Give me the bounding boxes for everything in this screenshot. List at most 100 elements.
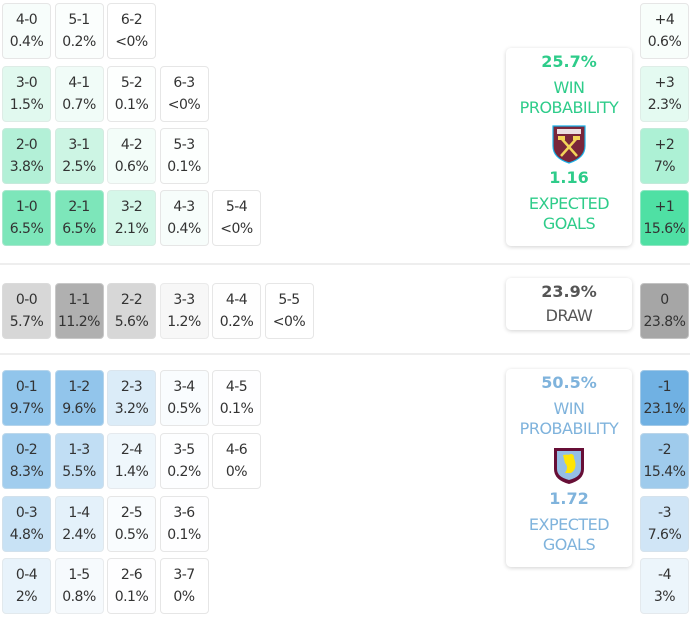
scoreline: 4-1	[68, 75, 90, 91]
draw-probability: 23.9%	[541, 282, 597, 301]
probability: 0.4%	[9, 34, 44, 50]
score-cell: 1-0 6.5%	[2, 190, 51, 246]
scoreline: 3-7	[173, 567, 195, 583]
scoreline: 6-2	[120, 12, 143, 28]
xg-label-line2: GOALS	[542, 214, 596, 233]
score-cell: 6-3 <0%	[159, 66, 209, 122]
scoreline: 0-4	[15, 567, 38, 583]
probability: 23.8%	[643, 314, 686, 330]
probability: <0%	[115, 34, 148, 50]
score-cell: 2-4 1.4%	[107, 433, 156, 489]
score-cell: 3-4 0.5%	[159, 370, 209, 426]
scoreline: 0	[660, 292, 669, 308]
divider-bottom	[0, 353, 690, 355]
score-cell: 0-2 8.3%	[2, 433, 51, 489]
score-cell: 2-6 0.1%	[107, 558, 156, 614]
scoreline: 2-1	[68, 199, 90, 215]
score-cell: 1-2 9.6%	[54, 370, 104, 426]
scoreline: 2-4	[120, 442, 143, 458]
probability: 0.1%	[219, 401, 254, 417]
scoreline: 3-4	[173, 379, 195, 395]
score-cell: 4-5 0.1%	[212, 370, 261, 426]
scoreline: 4-2	[120, 137, 143, 153]
scoreline: 0-0	[15, 292, 38, 308]
probability: 6.5%	[9, 221, 44, 237]
win-label-line1: WIN	[553, 399, 585, 418]
score-cell: 4-1 0.7%	[54, 66, 104, 122]
probability: 11.2%	[58, 314, 100, 330]
scoreline: -1	[658, 379, 671, 395]
xg-label-line2: GOALS	[542, 535, 596, 554]
away-win-probability: 50.5%	[541, 373, 597, 392]
score-cell: 3-3 1.2%	[159, 283, 209, 339]
score-cell: 3-6 0.1%	[159, 496, 209, 552]
divider-top	[0, 263, 690, 265]
score-cell: 3-2 2.1%	[107, 190, 156, 246]
scoreline: 0-3	[15, 505, 38, 521]
probability: 2%	[15, 589, 38, 605]
probability: 15.6%	[643, 221, 686, 237]
margin-cell: 0 23.8%	[640, 283, 689, 339]
scoreline: 5-2	[120, 75, 143, 91]
score-cell: 0-0 5.7%	[2, 283, 51, 339]
aston-villa-crest-icon	[551, 445, 587, 485]
scoreline: 2-3	[120, 379, 143, 395]
margin-cell: +3 2.3%	[640, 66, 689, 122]
probability: 0.1%	[167, 159, 201, 175]
probability: 9.6%	[62, 401, 96, 417]
probability: 5.6%	[114, 314, 149, 330]
score-cell: 2-0 3.8%	[2, 128, 51, 184]
probability: <0%	[167, 97, 201, 113]
score-cell: 4-3 0.4%	[159, 190, 209, 246]
scoreline: 6-3	[173, 75, 195, 91]
score-cell: 2-5 0.5%	[107, 496, 156, 552]
win-label-line2: PROBABILITY	[519, 419, 619, 438]
probability: 0.6%	[647, 34, 682, 50]
probability: <0%	[220, 221, 253, 237]
probability: 0.5%	[167, 401, 201, 417]
probability: 5.5%	[62, 464, 96, 480]
probability: 1.4%	[114, 464, 149, 480]
score-cell: 0-4 2%	[2, 558, 51, 614]
probability: 5.7%	[9, 314, 44, 330]
score-cell: 1-1 11.2%	[54, 283, 104, 339]
probability: 7.6%	[647, 527, 682, 543]
scoreline: -4	[658, 567, 671, 583]
scoreline: 3-0	[15, 75, 38, 91]
margin-cell: +2 7%	[640, 128, 689, 184]
score-cell: 2-2 5.6%	[107, 283, 156, 339]
scoreline: 0-2	[15, 442, 38, 458]
probability: 0.1%	[114, 97, 149, 113]
probability: 0.2%	[219, 314, 254, 330]
probability: 1.5%	[9, 97, 44, 113]
scoreline: 1-5	[68, 567, 90, 583]
score-cell: 5-1 0.2%	[54, 3, 104, 59]
probability: 4.8%	[9, 527, 44, 543]
probability: 0.6%	[114, 159, 149, 175]
score-cell: 0-1 9.7%	[2, 370, 51, 426]
home-win-probability: 25.7%	[541, 52, 597, 71]
probability: 2.4%	[62, 527, 96, 543]
score-cell: 2-3 3.2%	[107, 370, 156, 426]
scoreline: +1	[654, 199, 675, 215]
xg-label-line1: EXPECTED	[528, 515, 610, 534]
margin-cell: -1 23.1%	[640, 370, 689, 426]
home-summary-card: 25.7% WIN PROBABILITY 1.16 EXPECTED GOAL…	[506, 48, 632, 246]
draw-label: DRAW	[545, 306, 593, 325]
scoreline: +4	[654, 12, 675, 28]
probability: 3%	[653, 589, 676, 605]
scoreline: 2-0	[15, 137, 38, 153]
score-cell: 4-0 0.4%	[2, 3, 51, 59]
scoreline: 1-2	[68, 379, 90, 395]
probability: 1.2%	[167, 314, 201, 330]
scoreline: 3-3	[173, 292, 195, 308]
win-label-line2: PROBABILITY	[519, 98, 619, 117]
score-cell: 5-4 <0%	[212, 190, 261, 246]
home-xg-label: EXPECTED GOALS	[506, 194, 632, 234]
scoreline: 5-4	[225, 199, 248, 215]
score-cell: 5-3 0.1%	[159, 128, 209, 184]
scoreline: 2-6	[120, 567, 143, 583]
scoreline: 1-0	[15, 199, 38, 215]
probability: 0.4%	[167, 221, 201, 237]
score-cell: 5-5 <0%	[264, 283, 314, 339]
